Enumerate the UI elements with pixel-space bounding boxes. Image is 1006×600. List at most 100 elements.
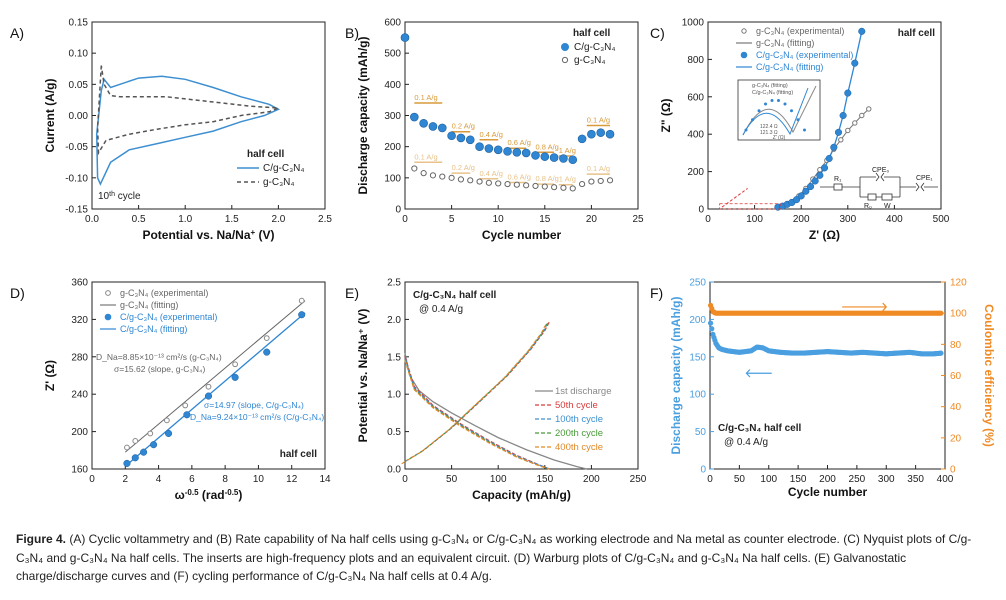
data-point bbox=[858, 27, 866, 35]
y-tick-label: 360 bbox=[71, 278, 88, 289]
y-axis-label: Discharge capacity (mAh/g) bbox=[356, 36, 370, 194]
data-point bbox=[263, 348, 271, 356]
data-point bbox=[467, 177, 474, 184]
data-point bbox=[830, 143, 838, 151]
legend-swatch bbox=[741, 28, 747, 34]
data-point bbox=[559, 154, 568, 163]
circuit-label: CPE₁ bbox=[916, 175, 933, 182]
y-tick-label: 200 bbox=[687, 167, 704, 178]
data-point bbox=[485, 179, 492, 186]
data-point bbox=[123, 459, 131, 467]
data-point bbox=[578, 180, 586, 188]
inset-point bbox=[751, 118, 754, 122]
voltage-curve bbox=[404, 356, 550, 470]
inset-xlabel: Z' (Ω) bbox=[773, 135, 786, 141]
legend-entry: 100th cycle bbox=[555, 414, 603, 425]
circuit-rct bbox=[867, 193, 877, 201]
data-point bbox=[503, 147, 512, 156]
data-point bbox=[205, 383, 212, 390]
y-tick-label: 0.5 bbox=[387, 427, 401, 438]
x-tick-label: 0.5 bbox=[132, 214, 146, 225]
y-tick-label: 0 bbox=[395, 205, 401, 216]
annotation: D_Na=9.24×10⁻¹³ cm²/s (C/g-C₃N₄) bbox=[190, 412, 324, 422]
data-point bbox=[521, 148, 531, 158]
data-point bbox=[132, 438, 139, 444]
x-tick-label: 20 bbox=[586, 214, 598, 225]
voltage-curve bbox=[404, 321, 551, 463]
data-point bbox=[596, 128, 606, 137]
data-point bbox=[551, 184, 558, 191]
legend-entry: g-C₃N₄ (experimental) bbox=[120, 288, 208, 298]
data-point bbox=[232, 361, 239, 368]
fit-line bbox=[124, 300, 306, 453]
inset-point bbox=[744, 128, 748, 132]
x-tick-label: 12 bbox=[286, 474, 298, 485]
data-point bbox=[549, 153, 559, 162]
data-point bbox=[532, 182, 539, 190]
x-tick-label: 6 bbox=[189, 474, 195, 485]
panel-label: E) bbox=[345, 285, 359, 301]
y-right-tick-label: 0 bbox=[950, 465, 956, 476]
circuit-cpe-dl bbox=[875, 172, 885, 182]
data-point bbox=[597, 177, 604, 185]
x-tick-label: 100 bbox=[490, 474, 507, 485]
data-point bbox=[437, 123, 447, 133]
circuit-label: W bbox=[884, 203, 891, 210]
legend-swatch bbox=[105, 290, 111, 296]
circuit-w bbox=[881, 193, 893, 201]
y-tick-label: 280 bbox=[71, 352, 88, 363]
x-tick-label: 200 bbox=[583, 474, 600, 485]
legend-entry: C/g-C₃N₄ (experimental) bbox=[120, 312, 217, 322]
panel-label: B) bbox=[345, 25, 359, 41]
fit-line bbox=[124, 312, 306, 467]
y-tick-label: 600 bbox=[384, 18, 401, 29]
y-tick-label: -0.15 bbox=[65, 205, 88, 216]
data-point bbox=[476, 178, 483, 185]
data-point bbox=[851, 59, 859, 67]
x-tick-label: 250 bbox=[630, 474, 647, 485]
data-point bbox=[825, 154, 833, 163]
voltage-curve bbox=[404, 360, 550, 470]
y-tick-label: 320 bbox=[71, 315, 88, 326]
x-tick-label: 0 bbox=[402, 474, 408, 485]
arrow-left bbox=[745, 369, 772, 378]
y-right-axis-label: Coulombic efficiency (%) bbox=[982, 304, 996, 447]
data-point bbox=[448, 174, 455, 181]
y-tick-label: 2.5 bbox=[387, 278, 401, 289]
charge-curve bbox=[404, 321, 550, 462]
legend-swatch bbox=[104, 313, 112, 321]
data-point bbox=[439, 173, 446, 180]
x-tick-label: 25 bbox=[632, 214, 644, 225]
x-tick-label: 2.0 bbox=[271, 214, 285, 225]
data-point bbox=[540, 152, 550, 161]
y-tick-label: 0 bbox=[700, 465, 706, 476]
data-point bbox=[429, 172, 437, 179]
rate-label: 0.4 A/g bbox=[480, 130, 503, 139]
y-tick-label: 0.10 bbox=[69, 49, 89, 60]
y-tick-label: 0.00 bbox=[69, 111, 89, 122]
data-point bbox=[204, 392, 213, 400]
legend-entry: 1st discharge bbox=[555, 386, 612, 397]
legend-entry: C/g-C₃N₄ (experimental) bbox=[756, 50, 853, 60]
inset-point bbox=[777, 98, 780, 102]
data-point bbox=[419, 118, 428, 128]
annotation: σ=15.62 (slope, g-C₃N₄) bbox=[114, 364, 205, 374]
data-point bbox=[513, 181, 520, 188]
data-point bbox=[834, 128, 843, 136]
data-point bbox=[802, 187, 810, 195]
data-point bbox=[820, 164, 829, 172]
charge-curve bbox=[401, 323, 547, 465]
inset-point bbox=[770, 98, 774, 102]
plot-frame bbox=[707, 21, 942, 210]
x-tick-label: 150 bbox=[536, 474, 553, 485]
y-tick-label: 1.5 bbox=[387, 352, 401, 363]
y-right-tick-label: 40 bbox=[950, 402, 962, 413]
circuit-r1 bbox=[833, 183, 843, 191]
y-right-tick-label: 100 bbox=[950, 309, 967, 320]
x-axis-label: Capacity (mAh/g) bbox=[472, 488, 571, 502]
inset-label: 121.3 Ω bbox=[760, 130, 778, 136]
x-axis-label: Cycle number bbox=[788, 485, 868, 499]
legend-entry: 50th cycle bbox=[555, 400, 598, 411]
cycle-annotation: 10th cycle bbox=[98, 191, 141, 203]
x-tick-label: 50 bbox=[446, 474, 458, 485]
